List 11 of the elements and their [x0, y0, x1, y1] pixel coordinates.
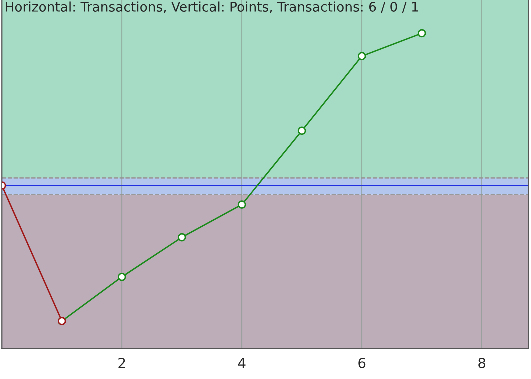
x-tick-label: 8	[478, 358, 486, 368]
point	[298, 126, 306, 136]
point	[358, 52, 366, 61]
point	[178, 233, 186, 242]
chart-title: Horizontal: Transactions, Vertical: Points, Transactions: 6 / 0 / 1	[6, 2, 418, 14]
point	[238, 200, 246, 209]
x-tick-label: 6	[358, 358, 366, 368]
point	[118, 272, 126, 282]
x-tick-label: 2	[118, 358, 126, 368]
x-tick-label: 4	[238, 358, 246, 368]
point	[418, 29, 426, 38]
